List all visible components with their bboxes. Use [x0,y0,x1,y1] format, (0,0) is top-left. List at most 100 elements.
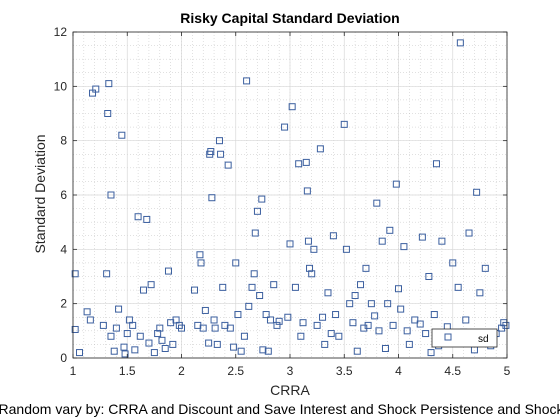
data-point [107,332,115,340]
data-point [281,123,289,131]
data-point [264,347,272,355]
data-point [432,160,440,168]
x-tick-label: 4 [395,364,402,378]
data-point [425,273,433,280]
data-point [362,264,370,272]
data-point [208,194,216,202]
data-point [288,103,296,111]
data-point [381,344,389,352]
data-point [86,316,94,324]
data-point [449,259,457,267]
data-point [196,251,204,259]
data-point [427,349,435,357]
x-tick-label: 1.5 [119,364,136,378]
data-point [324,289,332,297]
data-point [270,281,278,289]
data-point [340,120,348,128]
data-point [465,229,473,237]
data-point [258,195,266,203]
data-point [418,233,426,241]
data-point [178,324,185,332]
data-point [275,317,283,325]
data-point [332,311,340,319]
data-point [201,306,209,314]
data-point [211,324,219,332]
x-axis-ticks: 1 1.5 2 2.5 3 3.5 4 4.5 5 [70,32,511,378]
x-tick-label: 2 [178,364,185,378]
data-point [245,302,253,310]
data-point [115,305,123,313]
data-point [319,313,327,321]
x-tick-label: 3.5 [336,364,353,378]
data-point [134,213,142,221]
data-point [104,110,112,117]
x-tick-label: 2.5 [227,364,244,378]
data-point [140,286,148,294]
data-point [99,321,107,329]
data-point [120,343,128,351]
data-point [342,245,350,253]
data-point [210,316,218,324]
data-point [199,324,207,332]
data-point [150,349,158,357]
data-point [349,319,357,327]
legend: sd [431,328,498,348]
data-point [226,324,234,332]
data-point [169,340,177,348]
chart-title: Risky Capital Standard Deviation [180,10,399,26]
data-point [392,180,400,188]
data-point [136,332,144,340]
data-point [230,343,238,351]
data-point [329,232,337,240]
data-point [191,286,199,294]
data-point [416,320,424,328]
data-point [266,316,274,324]
data-point [395,285,402,293]
data-point [123,330,131,338]
x-axis-label: CRRA [270,382,310,398]
data-point [273,321,281,329]
data-point [299,319,307,327]
x-tick-label: 1 [70,364,77,378]
y-axis-ticks: 0 2 4 6 8 10 12 [54,25,507,365]
y-axis-label: Standard Deviation [32,134,48,253]
data-point [384,300,392,308]
data-point [92,85,100,93]
data-point [473,188,481,196]
data-point [430,311,438,319]
data-point [313,321,321,329]
x-tick-label: 3 [287,364,294,378]
data-point [335,332,343,340]
data-point [286,240,294,248]
data-point [481,264,489,272]
data-point [164,267,172,275]
data-point [256,292,264,300]
data-point [217,150,225,158]
data-point [121,350,129,358]
data-point [438,237,446,245]
data-point [224,161,232,169]
y-tick-label: 8 [60,134,67,148]
data-point [219,283,227,291]
data-point [306,264,314,272]
data-point [353,347,361,355]
data-point [295,160,303,168]
data-point [456,39,464,47]
data-point [346,300,354,308]
data-point [234,311,242,319]
data-point [403,327,411,335]
data-point [154,330,162,338]
data-point [71,325,79,333]
data-point [371,312,379,320]
x-tick-label: 4.5 [444,364,461,378]
data-point [197,259,205,267]
data-point [303,187,311,195]
data-point [158,336,166,344]
data-point [386,226,394,234]
data-point [321,340,329,348]
data-point [205,339,213,347]
data-point [156,324,164,332]
data-point [397,305,405,313]
data-point [250,270,258,278]
data-point [351,292,359,300]
